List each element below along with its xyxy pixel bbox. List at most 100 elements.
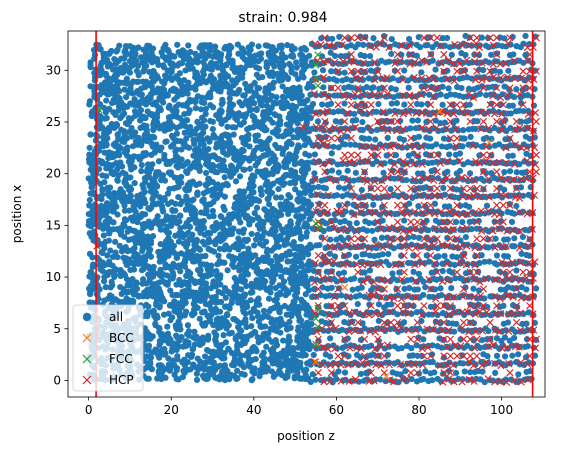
data-point <box>511 334 518 342</box>
data-point <box>198 309 206 316</box>
data-point <box>98 158 106 165</box>
data-point <box>224 123 231 130</box>
data-point <box>351 110 358 118</box>
data-point <box>251 210 258 217</box>
data-point <box>159 53 167 60</box>
data-point <box>245 199 253 206</box>
data-point <box>314 118 322 125</box>
data-point <box>341 369 349 376</box>
data-point <box>138 161 145 169</box>
data-point <box>275 133 282 140</box>
data-point <box>341 100 348 107</box>
data-point <box>238 273 245 280</box>
data-point <box>295 226 303 233</box>
data-point <box>148 366 156 373</box>
data-point <box>335 368 342 375</box>
data-point <box>133 67 140 74</box>
data-point <box>352 117 360 124</box>
data-point <box>194 304 201 311</box>
data-point <box>260 282 267 289</box>
data-point <box>231 283 238 291</box>
data-point <box>123 295 130 302</box>
data-point <box>438 344 445 351</box>
data-point <box>161 125 169 132</box>
data-point <box>192 50 199 57</box>
data-point <box>526 252 533 259</box>
data-point <box>86 144 93 151</box>
data-point <box>274 162 282 169</box>
data-point <box>240 292 247 299</box>
data-point <box>290 353 297 360</box>
data-point <box>354 300 361 308</box>
data-point <box>195 257 202 264</box>
data-point <box>509 152 516 159</box>
data-point <box>319 101 326 108</box>
data-point <box>187 48 194 56</box>
data-point <box>308 192 315 199</box>
data-point <box>418 101 425 108</box>
data-point <box>105 155 112 162</box>
data-point <box>255 85 263 92</box>
data-point <box>203 346 211 354</box>
data-point <box>459 192 466 199</box>
data-point <box>193 81 200 88</box>
data-point <box>136 111 143 118</box>
data-point <box>175 193 182 201</box>
data-point <box>295 190 302 197</box>
data-point <box>165 200 172 208</box>
data-point <box>88 184 96 191</box>
data-point <box>156 258 163 265</box>
data-point <box>288 270 296 278</box>
data-point <box>183 135 190 142</box>
data-point <box>197 271 204 278</box>
data-point <box>203 78 210 85</box>
data-point <box>415 133 423 140</box>
data-point <box>202 181 209 188</box>
data-point <box>195 73 202 81</box>
data-point <box>266 109 273 116</box>
data-point <box>198 209 205 216</box>
data-point <box>195 366 202 373</box>
data-point <box>177 123 184 130</box>
data-point <box>235 235 242 242</box>
data-point <box>117 79 124 86</box>
data-point <box>306 203 313 210</box>
data-point <box>152 320 159 327</box>
data-point <box>119 198 126 205</box>
data-point <box>243 336 250 343</box>
data-point <box>286 318 293 325</box>
data-point <box>513 267 520 274</box>
data-point <box>435 253 442 260</box>
data-point <box>304 165 312 172</box>
data-point <box>165 310 172 317</box>
data-point <box>470 285 477 292</box>
data-point <box>372 136 379 143</box>
data-point <box>255 43 262 50</box>
data-point <box>284 235 291 242</box>
data-point <box>511 235 518 242</box>
data-point <box>306 152 313 159</box>
data-point <box>252 252 259 259</box>
data-point <box>173 146 180 153</box>
data-point <box>86 101 93 108</box>
data-point <box>189 312 196 319</box>
data-point <box>202 280 210 287</box>
data-point <box>309 100 317 108</box>
data-point <box>156 269 163 276</box>
data-point <box>267 325 274 332</box>
data-point <box>250 123 258 130</box>
data-point <box>524 343 531 350</box>
data-point <box>105 124 113 131</box>
data-point <box>289 51 296 59</box>
data-point <box>263 61 270 69</box>
data-point <box>277 289 284 296</box>
data-point <box>509 102 516 109</box>
data-point <box>185 186 192 194</box>
data-point <box>248 106 255 113</box>
data-point <box>97 266 104 273</box>
data-point <box>160 64 168 71</box>
data-point <box>285 336 292 343</box>
data-point <box>206 302 213 309</box>
data-point <box>365 368 373 375</box>
